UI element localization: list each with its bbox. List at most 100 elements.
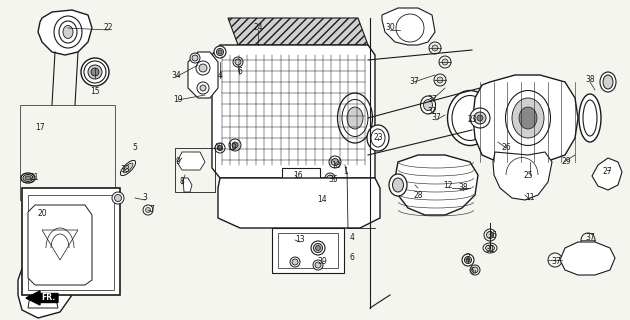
Text: 32: 32 — [427, 108, 437, 116]
Text: 38: 38 — [585, 76, 595, 84]
Ellipse shape — [81, 58, 109, 86]
Ellipse shape — [432, 45, 438, 51]
Ellipse shape — [292, 259, 298, 265]
Circle shape — [197, 82, 209, 94]
Text: 22: 22 — [103, 23, 113, 33]
Ellipse shape — [192, 55, 198, 61]
Polygon shape — [212, 45, 375, 178]
Text: 35: 35 — [328, 175, 338, 185]
Text: FR.: FR. — [41, 293, 55, 302]
Polygon shape — [382, 8, 435, 45]
Ellipse shape — [452, 95, 488, 140]
Text: 37: 37 — [427, 95, 437, 105]
Ellipse shape — [486, 245, 495, 251]
Text: 37: 37 — [551, 258, 561, 267]
Ellipse shape — [63, 26, 73, 38]
Text: 20: 20 — [37, 209, 47, 218]
Text: 5: 5 — [132, 143, 137, 153]
Text: 6: 6 — [350, 253, 355, 262]
Ellipse shape — [466, 258, 470, 262]
Text: 3: 3 — [142, 194, 147, 203]
Polygon shape — [592, 158, 622, 190]
Text: 37: 37 — [409, 77, 419, 86]
Text: 1: 1 — [343, 167, 348, 177]
Ellipse shape — [420, 96, 435, 114]
Text: 6: 6 — [469, 268, 474, 276]
Text: 26: 26 — [501, 143, 511, 153]
Circle shape — [470, 108, 490, 128]
Circle shape — [477, 115, 483, 121]
Polygon shape — [38, 10, 92, 55]
Ellipse shape — [367, 125, 389, 151]
Ellipse shape — [472, 267, 478, 273]
Bar — [272, 228, 344, 273]
Ellipse shape — [54, 16, 82, 48]
Ellipse shape — [342, 100, 368, 137]
Polygon shape — [188, 52, 218, 98]
Ellipse shape — [483, 243, 497, 253]
Ellipse shape — [235, 59, 241, 65]
Ellipse shape — [600, 72, 616, 92]
Ellipse shape — [338, 93, 372, 143]
Ellipse shape — [218, 50, 222, 54]
Polygon shape — [395, 155, 478, 215]
Polygon shape — [560, 242, 615, 275]
Ellipse shape — [84, 61, 106, 83]
FancyArrow shape — [26, 291, 58, 305]
Ellipse shape — [447, 91, 493, 146]
Text: 29: 29 — [561, 157, 571, 166]
Text: 34: 34 — [171, 70, 181, 79]
Ellipse shape — [347, 107, 363, 129]
Ellipse shape — [313, 260, 323, 270]
Ellipse shape — [327, 175, 333, 181]
Polygon shape — [228, 18, 368, 45]
Text: 16: 16 — [293, 171, 303, 180]
Ellipse shape — [25, 176, 31, 180]
Ellipse shape — [233, 57, 243, 67]
Ellipse shape — [442, 59, 448, 65]
Text: 19: 19 — [173, 95, 183, 105]
Text: 30: 30 — [385, 23, 395, 33]
Ellipse shape — [583, 100, 597, 136]
Ellipse shape — [217, 146, 222, 150]
Polygon shape — [493, 152, 552, 200]
Ellipse shape — [316, 245, 321, 251]
Ellipse shape — [115, 195, 122, 202]
Circle shape — [199, 64, 207, 72]
Text: 21: 21 — [29, 173, 39, 182]
Ellipse shape — [455, 183, 464, 193]
Ellipse shape — [392, 178, 403, 192]
Ellipse shape — [371, 129, 385, 147]
Text: 13: 13 — [295, 236, 305, 244]
Polygon shape — [473, 75, 578, 165]
Ellipse shape — [59, 21, 77, 43]
Text: 28: 28 — [413, 190, 423, 199]
Ellipse shape — [579, 94, 601, 142]
Ellipse shape — [290, 257, 300, 267]
Text: 7: 7 — [149, 205, 154, 214]
Text: 6: 6 — [238, 68, 243, 76]
Text: 37: 37 — [585, 234, 595, 243]
Text: 36: 36 — [487, 230, 497, 239]
Text: 23: 23 — [467, 116, 477, 124]
Text: 33: 33 — [120, 165, 130, 174]
Text: 4: 4 — [217, 70, 222, 79]
Circle shape — [474, 112, 486, 124]
Ellipse shape — [314, 244, 323, 252]
Circle shape — [200, 85, 206, 91]
Ellipse shape — [603, 75, 613, 89]
Circle shape — [196, 61, 210, 75]
Ellipse shape — [232, 142, 238, 148]
Text: 39: 39 — [317, 258, 327, 267]
Text: 37: 37 — [431, 114, 441, 123]
Ellipse shape — [512, 98, 544, 138]
Text: 40: 40 — [213, 143, 223, 153]
Ellipse shape — [143, 205, 153, 215]
Ellipse shape — [470, 265, 480, 275]
Polygon shape — [28, 195, 114, 290]
Polygon shape — [282, 168, 320, 202]
Text: 8: 8 — [180, 178, 185, 187]
Ellipse shape — [88, 65, 102, 79]
Ellipse shape — [190, 53, 200, 63]
Ellipse shape — [437, 77, 443, 83]
